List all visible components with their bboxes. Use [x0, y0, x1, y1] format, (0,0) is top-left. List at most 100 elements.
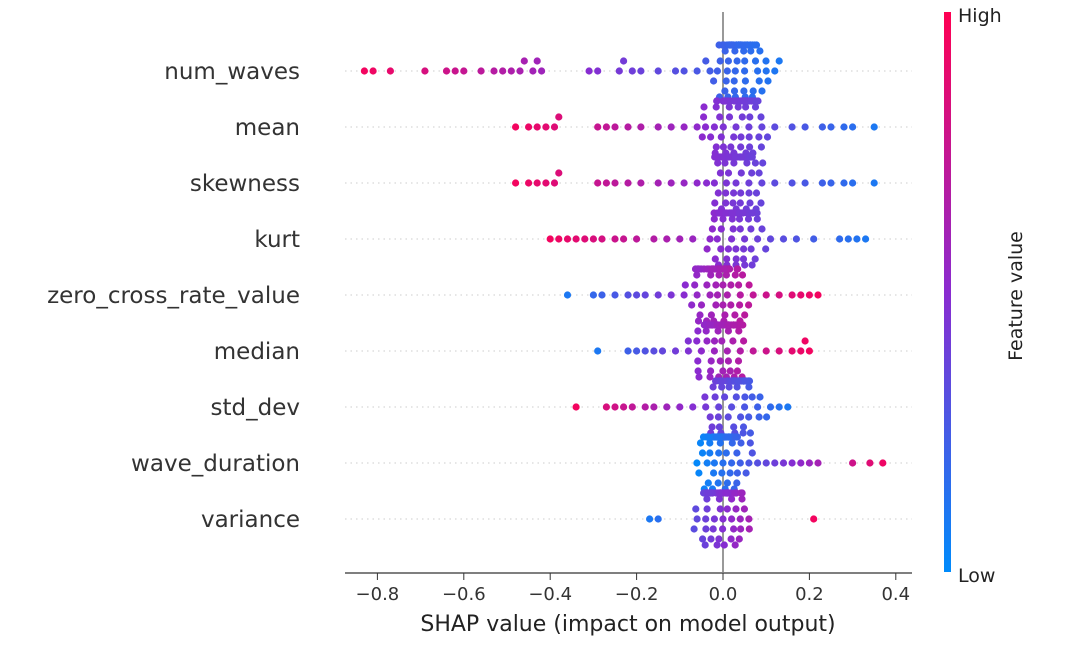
shap-point-wave_duration [719, 459, 727, 467]
shap-point-median [729, 321, 738, 329]
shap-point-kurt [598, 235, 606, 243]
shap-point-variance [719, 525, 727, 533]
shap-point-mean [755, 133, 763, 141]
shap-point-wave_duration [715, 449, 723, 457]
shap-point-mean [611, 123, 619, 131]
shap-point-zero_cross_rate_value [611, 291, 619, 299]
shap-point-std_dev [737, 413, 745, 421]
shap-point-std_dev [745, 383, 753, 391]
shap-point-median [749, 347, 757, 355]
shap-point-median [697, 347, 706, 355]
shap-point-std_dev [721, 393, 729, 401]
shap-point-kurt [748, 261, 756, 269]
shap-point-num_waves [751, 41, 759, 49]
shap-point-num_waves [741, 77, 750, 85]
x-tick-label: 0.0 [709, 584, 738, 605]
shap-point-std_dev [676, 403, 684, 411]
shap-point-median [733, 367, 742, 375]
shap-point-skewness [724, 169, 733, 177]
shap-point-num_waves [702, 57, 710, 65]
shap-point-zero_cross_rate_value [707, 311, 716, 319]
shap-point-num_waves [477, 67, 485, 75]
shap-point-kurt [741, 235, 749, 243]
shap-point-skewness [703, 179, 711, 187]
shap-point-kurt [844, 235, 852, 243]
shap-point-median [718, 337, 726, 345]
shap-point-mean [525, 123, 533, 131]
shap-point-skewness [680, 179, 688, 187]
shap-point-kurt [792, 235, 801, 243]
shap-point-zero_cross_rate_value [693, 291, 701, 299]
shap-point-kurt [703, 245, 711, 253]
shap-point-wave_duration [814, 459, 822, 467]
shap-point-std_dev [784, 403, 792, 411]
shap-point-std_dev [602, 403, 611, 411]
shap-point-median [707, 367, 715, 375]
shap-point-median [724, 327, 733, 335]
shap-point-mean [840, 123, 848, 131]
shap-point-wave_duration [748, 449, 756, 457]
shap-point-mean [701, 123, 710, 131]
shap-point-std_dev [745, 413, 753, 421]
shap-point-variance [701, 541, 709, 549]
shap-point-zero_cross_rate_value [814, 291, 822, 299]
shap-point-kurt [663, 235, 671, 243]
shap-point-std_dev [741, 403, 749, 411]
shap-point-wave_duration [797, 459, 805, 467]
shap-point-num_waves [637, 67, 645, 75]
shap-point-skewness [732, 179, 740, 187]
shap-point-median [729, 337, 737, 345]
shap-point-mean [745, 133, 753, 141]
shap-point-zero_cross_rate_value [681, 281, 689, 289]
shap-point-variance [692, 505, 700, 513]
shap-point-skewness [737, 169, 745, 177]
shap-point-kurt [732, 245, 740, 253]
shap-point-skewness [752, 189, 761, 197]
shap-point-zero_cross_rate_value [691, 281, 699, 289]
shap-point-num_waves [756, 47, 764, 55]
shap-point-kurt [706, 235, 714, 243]
shap-point-mean [693, 123, 701, 131]
shap-point-kurt [779, 235, 788, 243]
shap-point-mean [745, 97, 753, 105]
shap-point-zero_cross_rate_value [712, 281, 720, 289]
shap-point-skewness [542, 179, 550, 187]
shap-point-kurt [723, 255, 731, 263]
shap-point-skewness [730, 189, 738, 197]
shap-point-num_waves [733, 57, 741, 65]
shap-point-kurt [748, 209, 757, 217]
shap-point-num_waves [615, 67, 623, 75]
shap-point-zero_cross_rate_value [721, 311, 729, 319]
shap-point-mean [716, 113, 724, 121]
shap-point-variance [745, 525, 753, 533]
shap-point-std_dev [739, 429, 747, 437]
shap-point-mean [602, 123, 611, 131]
shap-point-mean [740, 97, 748, 105]
shap-point-num_waves [764, 77, 772, 85]
shap-point-kurt [758, 225, 766, 233]
shap-point-zero_cross_rate_value [703, 281, 711, 289]
shap-point-mean [542, 123, 550, 131]
shap-point-median [718, 321, 726, 329]
shap-point-wave_duration [879, 459, 887, 467]
shap-point-std_dev [739, 423, 748, 431]
shap-point-median [706, 373, 714, 381]
shap-point-zero_cross_rate_value [805, 291, 814, 299]
shap-point-zero_cross_rate_value [722, 271, 731, 279]
shap-point-kurt [853, 235, 861, 243]
shap-point-median [735, 327, 743, 335]
shap-point-std_dev [628, 403, 636, 411]
shap-point-kurt [751, 255, 759, 263]
shap-point-skewness [624, 179, 632, 187]
shap-point-num_waves [741, 67, 749, 75]
shap-point-kurt [581, 235, 589, 243]
shap-point-num_waves [654, 67, 662, 75]
shap-point-zero_cross_rate_value [598, 291, 606, 299]
shap-point-wave_duration [696, 439, 705, 447]
shap-point-num_waves [740, 47, 748, 55]
shap-point-zero_cross_rate_value [733, 265, 741, 273]
x-axis-ticks: −0.8 −0.6 −0.4 −0.2 0.0 0.2 0.4 [356, 573, 910, 605]
shap-point-num_waves [386, 67, 394, 75]
shap-point-skewness [654, 179, 662, 187]
shap-point-num_waves [727, 41, 736, 49]
